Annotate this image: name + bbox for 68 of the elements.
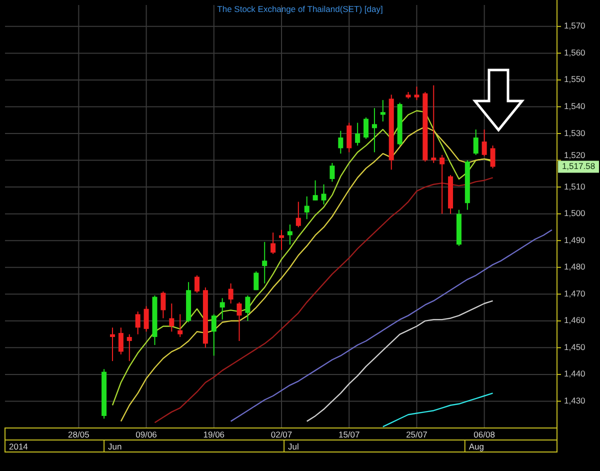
line-series xyxy=(230,229,553,422)
candlestick xyxy=(144,306,149,332)
candlestick xyxy=(330,162,335,182)
chart-title: The Stock Exchange of Thailand(SET) [day] xyxy=(217,4,383,14)
x-tick-label: 19/06 xyxy=(203,430,225,440)
candlestick xyxy=(321,184,326,205)
candlestick xyxy=(262,241,268,284)
y-tick-label: 1,470 xyxy=(564,288,586,298)
y-tick-label: 1,450 xyxy=(564,342,586,352)
candlestick xyxy=(135,311,140,335)
candlestick xyxy=(287,224,292,246)
y-tick-label: 1,570 xyxy=(564,20,586,31)
y-tick-label: 1,430 xyxy=(564,395,586,406)
y-tick-label: 1,520 xyxy=(564,150,586,160)
x-tick-label: 25/07 xyxy=(406,430,428,440)
y-tick-label: 1,500 xyxy=(564,208,586,218)
candlestick xyxy=(110,327,115,362)
candlestick xyxy=(338,130,344,154)
text: Jul xyxy=(288,442,300,452)
candlestick xyxy=(364,116,369,140)
x-tick-label: 15/07 xyxy=(338,430,360,440)
line-series xyxy=(306,300,494,422)
candlestick xyxy=(431,84,436,164)
candlestick xyxy=(380,100,386,122)
x-tick-label: 02/07 xyxy=(270,430,292,440)
y-tick-label: 1,490 xyxy=(564,234,586,245)
x-tick-label: 06/08 xyxy=(474,430,496,440)
candlestick xyxy=(490,145,496,169)
candlestick xyxy=(169,303,174,332)
text: 1,517.58 xyxy=(562,161,596,172)
y-tick-label: 1,540 xyxy=(564,100,586,111)
y-tick-label: 1,460 xyxy=(564,315,586,326)
candlestick xyxy=(228,282,234,304)
candlestick xyxy=(440,154,445,214)
candlestick xyxy=(355,122,360,146)
candlestick xyxy=(270,232,276,254)
y-tick-label: 1,550 xyxy=(564,74,586,84)
candlestick xyxy=(211,314,216,356)
candlestick xyxy=(414,86,420,101)
candlestick xyxy=(194,274,200,294)
candlestick xyxy=(178,314,183,338)
candlestick xyxy=(473,128,478,156)
candlestick xyxy=(372,108,377,153)
candlestick xyxy=(482,128,487,157)
x-tick-label: 09/06 xyxy=(136,430,158,440)
text: 2014 xyxy=(9,442,28,452)
y-tick-label: 1,510 xyxy=(564,181,586,192)
candlestick xyxy=(254,270,259,291)
y-tick-label: 1,440 xyxy=(564,368,586,379)
candlestick xyxy=(245,294,250,322)
line-series xyxy=(382,392,494,428)
candlestick xyxy=(346,122,352,153)
candlestick xyxy=(236,302,242,342)
candlestick xyxy=(279,229,284,250)
text: Jun xyxy=(108,442,122,452)
y-tick-label: 1,560 xyxy=(564,47,586,58)
candlestick xyxy=(220,298,225,320)
candlestick xyxy=(160,290,166,319)
x-tick-label: 28/05 xyxy=(68,430,90,440)
line-series xyxy=(154,177,494,424)
candlestick xyxy=(118,327,124,355)
y-tick-label: 1,530 xyxy=(564,128,586,138)
candlestick xyxy=(296,201,301,228)
candlestick xyxy=(304,196,310,220)
text: Aug xyxy=(468,442,484,452)
candlestick xyxy=(126,334,132,362)
candlestick xyxy=(312,180,318,201)
y-tick-label: 1,480 xyxy=(564,262,586,272)
